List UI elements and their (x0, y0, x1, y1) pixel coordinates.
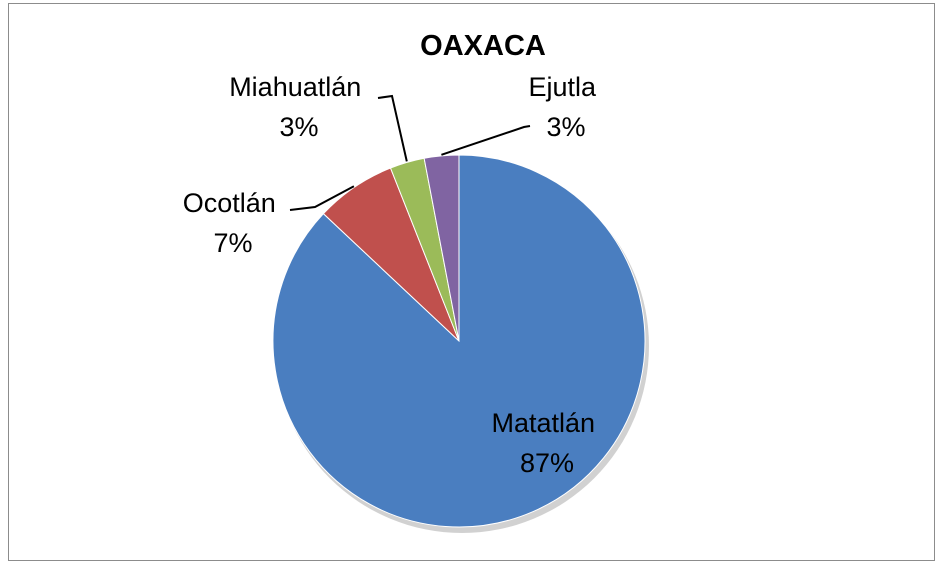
label-miahuatlan: Miahuatlán 3% (229, 72, 369, 142)
leader-line-ocotlan (289, 185, 355, 211)
label-ejutla-value: 3% (546, 112, 585, 142)
label-matatlan: Matatlán 87% (491, 408, 602, 478)
label-ejutla-name: Ejutla (528, 72, 597, 102)
label-matatlan-value: 87% (520, 448, 574, 478)
label-ocotlan-name: Ocotlán (183, 188, 276, 218)
leader-line-ejutla (441, 125, 531, 156)
leader-line-miahuatlan (377, 94, 408, 162)
label-matatlan-name: Matatlán (491, 408, 595, 438)
pie-slice-ejutla (423, 154, 460, 342)
label-miahuatlan-value: 3% (279, 112, 318, 142)
label-ejutla: Ejutla 3% (528, 72, 603, 142)
label-miahuatlan-name: Miahuatlán (229, 72, 361, 102)
label-ocotlan-value: 7% (213, 228, 252, 258)
chart-title: OAXACA (420, 30, 546, 62)
label-ocotlan: Ocotlán 7% (183, 188, 284, 258)
